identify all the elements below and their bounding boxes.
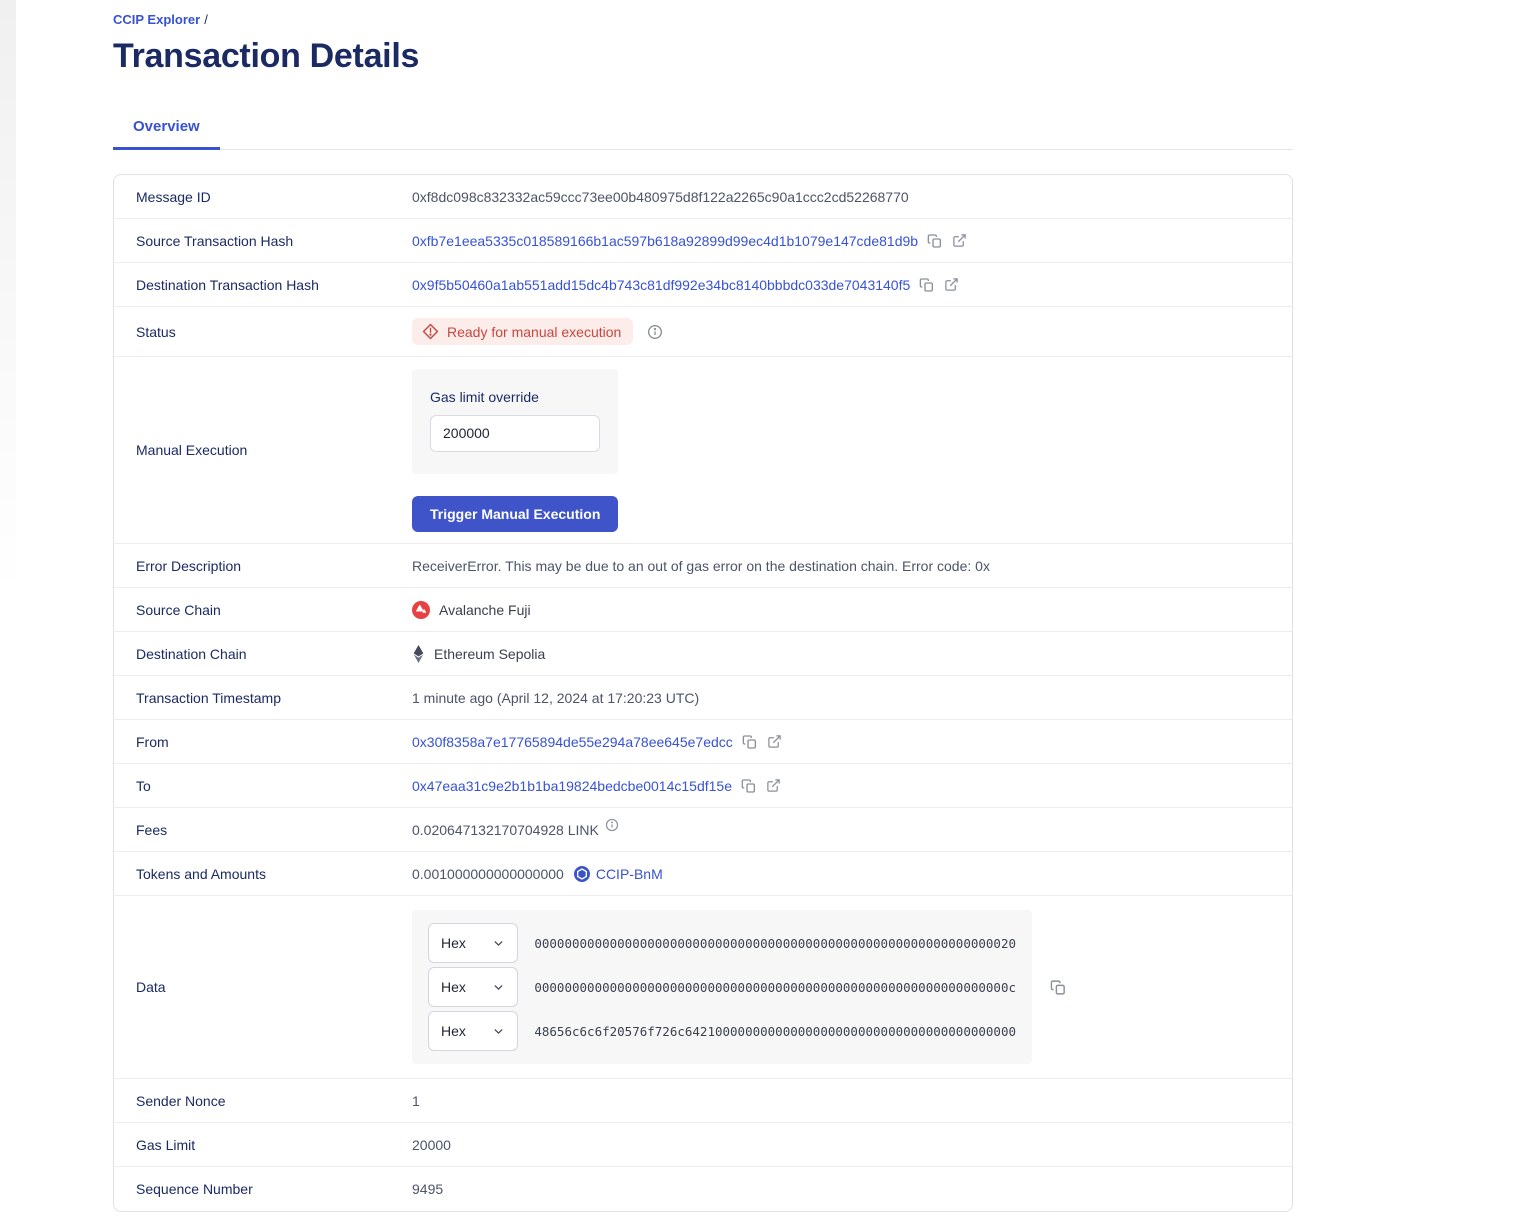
row-sequence-number: Sequence Number 9495 — [114, 1167, 1292, 1211]
data-hex-string: 48656c6c6f20576f726c64210000000000000000… — [534, 1023, 1016, 1039]
gas-limit-override-input[interactable] — [430, 414, 600, 452]
row-manual-execution: Manual Execution Gas limit override Trig… — [114, 357, 1292, 544]
hex-format-value: Hex — [441, 979, 466, 995]
hex-format-select[interactable]: Hex — [428, 1011, 519, 1051]
status-badge-text: Ready for manual execution — [447, 323, 622, 340]
hex-format-value: Hex — [441, 935, 466, 951]
token-link[interactable]: CCIP-BnM — [573, 865, 663, 882]
copy-icon[interactable] — [741, 778, 757, 794]
row-fees: Fees 0.020647132170704928 LINK — [114, 808, 1292, 852]
data-line: Hex 48656c6c6f20576f726c6421000000000000… — [428, 1011, 1016, 1051]
chevron-down-icon — [492, 937, 505, 950]
avalanche-logo-icon — [412, 600, 430, 619]
destination-tx-hash-label: Destination Transaction Hash — [136, 276, 319, 293]
row-tokens-and-amounts: Tokens and Amounts 0.001000000000000000 … — [114, 852, 1292, 896]
row-message-id: Message ID 0xf8dc098c832332ac59ccc73ee00… — [114, 175, 1292, 219]
hex-format-value: Hex — [441, 1023, 466, 1039]
row-destination-chain: Destination Chain Ethereum Sepolia — [114, 632, 1292, 676]
gas-limit-label: Gas Limit — [136, 1136, 196, 1153]
external-link-icon[interactable] — [944, 277, 959, 292]
row-transaction-timestamp: Transaction Timestamp 1 minute ago (Apri… — [114, 676, 1292, 720]
tab-overview[interactable]: Overview — [113, 108, 220, 150]
external-link-icon[interactable] — [766, 778, 781, 793]
hex-format-select[interactable]: Hex — [428, 923, 519, 963]
message-id-label: Message ID — [136, 188, 211, 205]
row-source-tx-hash: Source Transaction Hash 0xfb7e1eea5335c0… — [114, 219, 1292, 263]
transaction-details-page: CCIP Explorer / Transaction Details Overv… — [113, 0, 1293, 1212]
row-source-chain: Source Chain Avalanche Fuji — [114, 588, 1292, 632]
left-edge-shadow — [0, 0, 16, 600]
row-status: Status Ready for manual execution — [114, 307, 1292, 357]
row-error-description: Error Description ReceiverError. This ma… — [114, 544, 1292, 588]
token-link-text: CCIP-BnM — [595, 865, 663, 882]
manual-execution-label: Manual Execution — [136, 442, 248, 458]
sender-nonce-value: 1 — [412, 1092, 420, 1109]
transaction-timestamp-value: 1 minute ago (April 12, 2024 at 17:20:23… — [412, 689, 700, 706]
row-gas-limit: Gas Limit 20000 — [114, 1123, 1292, 1167]
data-hex-string: 0000000000000000000000000000000000000000… — [534, 979, 1016, 995]
copy-icon[interactable] — [742, 734, 758, 750]
ccip-bnm-token-icon — [573, 865, 590, 882]
gas-limit-override-label: Gas limit override — [430, 388, 539, 405]
tokens-and-amounts-label: Tokens and Amounts — [136, 865, 266, 882]
row-data: Data Hex 0000000000000000000000000000000… — [114, 896, 1292, 1079]
copy-icon[interactable] — [927, 233, 943, 249]
gas-limit-value: 20000 — [412, 1136, 451, 1153]
breadcrumb-ccip-explorer-link[interactable]: CCIP Explorer — [113, 12, 201, 27]
row-from: From 0x30f8358a7e17765894de55e294a78ee64… — [114, 720, 1292, 764]
data-line: Hex 000000000000000000000000000000000000… — [428, 923, 1016, 963]
alert-diamond-icon — [422, 323, 439, 340]
hex-format-select[interactable]: Hex — [428, 967, 519, 1007]
message-id-value: 0xf8dc098c832332ac59ccc73ee00b480975d8f1… — [412, 188, 909, 205]
sequence-number-value: 9495 — [412, 1181, 444, 1197]
gas-limit-panel: Gas limit override — [412, 368, 618, 474]
source-chain-label: Source Chain — [136, 601, 221, 618]
external-link-icon[interactable] — [952, 233, 967, 248]
source-tx-hash-link[interactable]: 0xfb7e1eea5335c018589166b1ac597b618a9289… — [412, 232, 919, 249]
error-description-label: Error Description — [136, 557, 242, 574]
data-hex-string: 0000000000000000000000000000000000000000… — [534, 935, 1016, 951]
token-amount-value: 0.001000000000000000 — [412, 865, 564, 882]
status-label: Status — [136, 323, 176, 340]
page-title: Transaction Details — [113, 37, 420, 75]
destination-chain-label: Destination Chain — [136, 645, 247, 662]
source-tx-hash-label: Source Transaction Hash — [136, 232, 294, 249]
row-to: To 0x47eaa31c9e2b1b1ba19824bedcbe0014c15… — [114, 764, 1292, 808]
transaction-timestamp-label: Transaction Timestamp — [136, 689, 281, 706]
breadcrumb-separator: / — [204, 12, 208, 27]
trigger-manual-execution-button[interactable]: Trigger Manual Execution — [412, 495, 619, 532]
error-description-value: ReceiverError. This may be due to an out… — [412, 557, 990, 574]
to-address-link[interactable]: 0x47eaa31c9e2b1b1ba19824bedcbe0014c15df1… — [412, 777, 732, 794]
destination-chain-value: Ethereum Sepolia — [434, 645, 546, 662]
data-hex-panel: Hex 000000000000000000000000000000000000… — [412, 910, 1032, 1064]
chevron-down-icon — [492, 981, 505, 994]
row-destination-tx-hash: Destination Transaction Hash 0x9f5b50460… — [114, 263, 1292, 307]
tab-bar: Overview — [113, 108, 1293, 150]
sequence-number-label: Sequence Number — [136, 1181, 253, 1197]
row-sender-nonce: Sender Nonce 1 — [114, 1079, 1292, 1123]
ethereum-logo-icon — [412, 644, 425, 663]
fees-value: 0.020647132170704928 LINK — [412, 821, 599, 838]
info-icon[interactable] — [605, 818, 619, 832]
copy-icon[interactable] — [919, 277, 935, 293]
source-chain-value: Avalanche Fuji — [439, 601, 531, 618]
copy-icon[interactable] — [1050, 979, 1067, 996]
sender-nonce-label: Sender Nonce — [136, 1092, 226, 1109]
data-line: Hex 000000000000000000000000000000000000… — [428, 967, 1016, 1007]
external-link-icon[interactable] — [767, 734, 782, 749]
fees-label: Fees — [136, 821, 168, 838]
status-badge: Ready for manual execution — [412, 318, 634, 345]
manual-execution-controls: Gas limit override Trigger Manual Execut… — [412, 368, 619, 532]
from-address-link[interactable]: 0x30f8358a7e17765894de55e294a78ee645e7ed… — [412, 733, 733, 750]
chevron-down-icon — [492, 1025, 505, 1038]
breadcrumb: CCIP Explorer / — [113, 12, 1293, 27]
destination-tx-hash-link[interactable]: 0x9f5b50460a1ab551add15dc4b743c81df992e3… — [412, 276, 911, 293]
data-label: Data — [136, 979, 166, 995]
transaction-details-card: Message ID 0xf8dc098c832332ac59ccc73ee00… — [113, 174, 1293, 1212]
to-label: To — [136, 777, 151, 794]
from-label: From — [136, 733, 169, 750]
info-icon[interactable] — [647, 324, 663, 340]
